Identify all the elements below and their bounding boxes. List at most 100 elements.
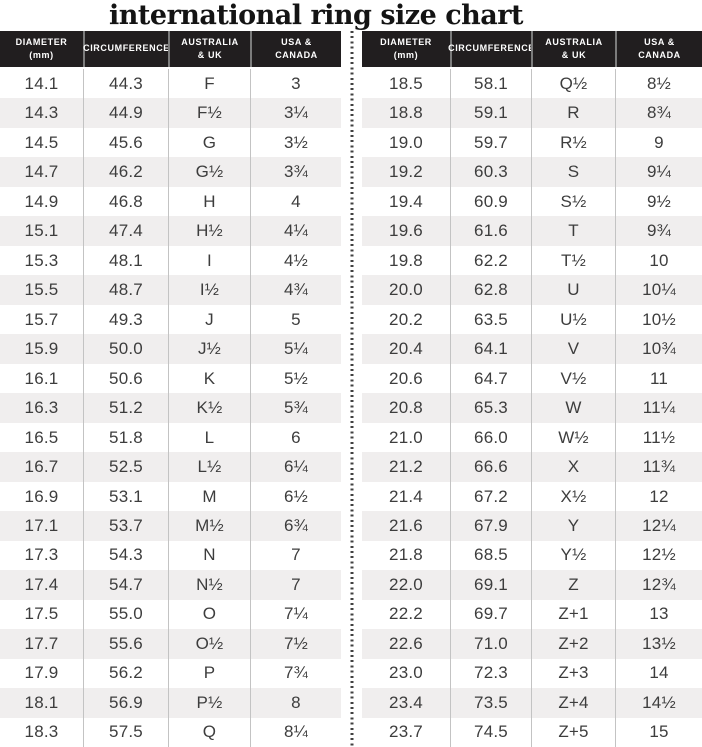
column-header-line: AUSTRALIA <box>181 36 239 47</box>
table-cell: K <box>168 363 250 394</box>
table-cell: 54.3 <box>83 540 168 571</box>
table-cell: K½ <box>168 393 250 423</box>
table-row: 19.2 60.3 S 9¼ <box>362 157 702 187</box>
table-cell: 21.6 <box>389 516 423 535</box>
table-row: 16.3 51.2 K½ 5¾ <box>0 393 341 423</box>
table-row: 18.3 57.5 Q 8¼ <box>0 717 341 747</box>
table-row: 18.5 58.1 Q½ 8½ <box>362 69 702 99</box>
table-row: 19.8 62.2 T½ 10 <box>362 245 702 276</box>
table-cell: 69.1 <box>450 570 531 600</box>
table-cell: 6½ <box>250 481 341 512</box>
table-cell: T½ <box>531 245 615 276</box>
table-cell: 17.7 <box>24 633 59 653</box>
table-cell: R½ <box>531 127 615 158</box>
table-row: 22.0 69.1 Z 12¾ <box>362 570 702 600</box>
table-cell: 14 <box>615 658 702 689</box>
table-cell: 67.2 <box>450 481 531 512</box>
table-cell: Z+2 <box>531 629 615 659</box>
table-header-right: DIAMETER (mm) CIRCUMFERENCE AUSTRALIA & … <box>362 31 702 67</box>
table-row: 17.1 53.7 M½ 6¾ <box>0 511 341 541</box>
table-cell: 55.0 <box>83 599 168 630</box>
table-cell: 3¼ <box>250 98 341 128</box>
table-row: 17.4 54.7 N½ 7 <box>0 570 341 600</box>
table-cell: 59.7 <box>450 127 531 158</box>
table-cell: 4¾ <box>250 275 341 305</box>
table-row: 20.8 65.3 W 11¼ <box>362 393 702 423</box>
table-cell: 14.5 <box>24 132 59 152</box>
table-cell: 23.0 <box>389 663 423 683</box>
table-cell: 14.3 <box>24 103 59 123</box>
table-row: 17.5 55.0 O 7¼ <box>0 599 341 630</box>
table-row: 23.4 73.5 Z+4 14½ <box>362 688 702 718</box>
table-cell: 20.2 <box>389 309 423 329</box>
table-cell: 20.0 <box>389 280 423 300</box>
column-header-line: CIRCUMFERENCE <box>83 43 170 54</box>
table-cell: J <box>168 304 250 335</box>
table-cell: 16.7 <box>24 457 59 477</box>
table-cell: 14.7 <box>24 162 59 182</box>
table-cell: 9 <box>615 127 702 158</box>
table-cell: 8¼ <box>250 717 341 747</box>
ring-size-table-left: DIAMETER (mm) CIRCUMFERENCE AUSTRALIA & … <box>0 31 341 747</box>
table-row: 14.5 45.6 G 3½ <box>0 127 341 158</box>
table-cell: 9¾ <box>615 216 702 246</box>
table-cell: 56.2 <box>83 658 168 689</box>
table-row: 19.4 60.9 S½ 9½ <box>362 186 702 217</box>
table-cell: I½ <box>168 275 250 305</box>
column-header-line: AUSTRALIA <box>545 36 603 47</box>
column-header-circumference: CIRCUMFERENCE <box>83 31 170 67</box>
table-cell: 21.0 <box>389 427 423 447</box>
column-header-line: & UK <box>561 50 587 60</box>
table-cell: 10 <box>615 245 702 276</box>
table-cell: 3 <box>250 69 341 99</box>
table-cell: 61.6 <box>450 216 531 246</box>
table-cell: Z+5 <box>531 717 615 747</box>
table-cell: L½ <box>168 452 250 482</box>
table-cell: 14.1 <box>24 73 59 93</box>
table-cell: 23.4 <box>389 692 423 712</box>
page-title: international ring size chart <box>109 0 523 31</box>
table-cell: 8½ <box>615 69 702 99</box>
table-cell: 14.9 <box>24 191 59 211</box>
table-cell: W <box>531 393 615 423</box>
table-cell: 67.9 <box>450 511 531 541</box>
table-cell: 17.4 <box>24 574 59 594</box>
table-cell: 46.8 <box>83 186 168 217</box>
table-row: 18.1 56.9 P½ 8 <box>0 688 341 718</box>
table-cell: 4½ <box>250 245 341 276</box>
table-cell: 11½ <box>615 422 702 453</box>
table-cell: Y <box>531 511 615 541</box>
table-gap <box>341 31 362 747</box>
table-cell: G <box>168 127 250 158</box>
table-cell: 6 <box>250 422 341 453</box>
table-cell: 16.9 <box>24 486 59 506</box>
table-cell: 3½ <box>250 127 341 158</box>
table-cell: 58.1 <box>450 69 531 99</box>
table-row: 19.0 59.7 R½ 9 <box>362 127 702 158</box>
table-cell: 48.1 <box>83 245 168 276</box>
table-header-left: DIAMETER (mm) CIRCUMFERENCE AUSTRALIA & … <box>0 31 341 67</box>
table-row: 20.0 62.8 U 10¼ <box>362 275 702 305</box>
table-cell: 16.5 <box>24 427 59 447</box>
table-cell: 14½ <box>615 688 702 718</box>
table-cell: 55.6 <box>83 629 168 659</box>
table-row: 14.1 44.3 F 3 <box>0 69 341 99</box>
table-cell: 69.7 <box>450 599 531 630</box>
table-row: 18.8 59.1 R 8¾ <box>362 98 702 128</box>
table-row: 22.2 69.7 Z+1 13 <box>362 599 702 630</box>
table-cell: 11 <box>615 363 702 394</box>
column-header-line: CIRCUMFERENCE <box>448 43 535 54</box>
table-row: 16.1 50.6 K 5½ <box>0 363 341 394</box>
table-cell: O <box>168 599 250 630</box>
table-cell: O½ <box>168 629 250 659</box>
table-cell: 50.6 <box>83 363 168 394</box>
table-cell: 8 <box>250 688 341 718</box>
column-header-australia-uk: AUSTRALIA & UK <box>531 31 615 67</box>
table-row: 17.7 55.6 O½ 7½ <box>0 629 341 659</box>
table-cell: V½ <box>531 363 615 394</box>
table-cell: 21.4 <box>389 486 423 506</box>
table-cell: P <box>168 658 250 689</box>
table-cell: U½ <box>531 304 615 335</box>
table-cell: 12¼ <box>615 511 702 541</box>
